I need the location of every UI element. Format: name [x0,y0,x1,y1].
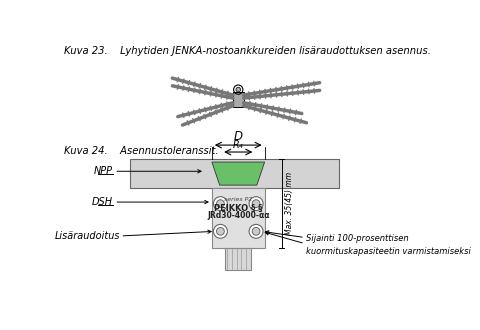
Bar [130,159,339,188]
Circle shape [249,197,263,211]
Text: JRd30-4000-αα: JRd30-4000-αα [207,211,269,220]
Bar [212,188,264,248]
Circle shape [214,224,228,238]
Bar [225,248,252,270]
Text: Kuva 23.    Lyhytiden JENKA-nostoankkureiden lisäraudottuksen asennus.: Kuva 23. Lyhytiden JENKA-nostoankkureide… [64,46,431,56]
Polygon shape [212,162,264,185]
Polygon shape [233,92,244,107]
Text: D: D [234,130,243,143]
Text: DSH: DSH [92,197,113,207]
Circle shape [252,200,260,208]
Text: NPP: NPP [94,166,113,176]
Text: Kuva 24.    Asennustoleranssit.: Kuva 24. Asennustoleranssit. [64,146,218,156]
Circle shape [252,227,260,235]
Text: series P2: series P2 [224,197,252,202]
Text: R₄: R₄ [233,141,243,150]
Circle shape [236,87,240,92]
Text: Sijainti 100-prosenttisen
kuormituskapasiteetin varmistamiseksi: Sijainti 100-prosenttisen kuormituskapas… [306,234,471,256]
Circle shape [249,224,263,238]
Circle shape [216,200,224,208]
Text: PEIKKO § §: PEIKKO § § [214,204,263,213]
Text: Lisäraudoitus: Lisäraudoitus [55,231,120,241]
Circle shape [214,197,228,211]
Text: Max. 35(45) mm: Max. 35(45) mm [285,172,294,235]
Circle shape [216,227,224,235]
